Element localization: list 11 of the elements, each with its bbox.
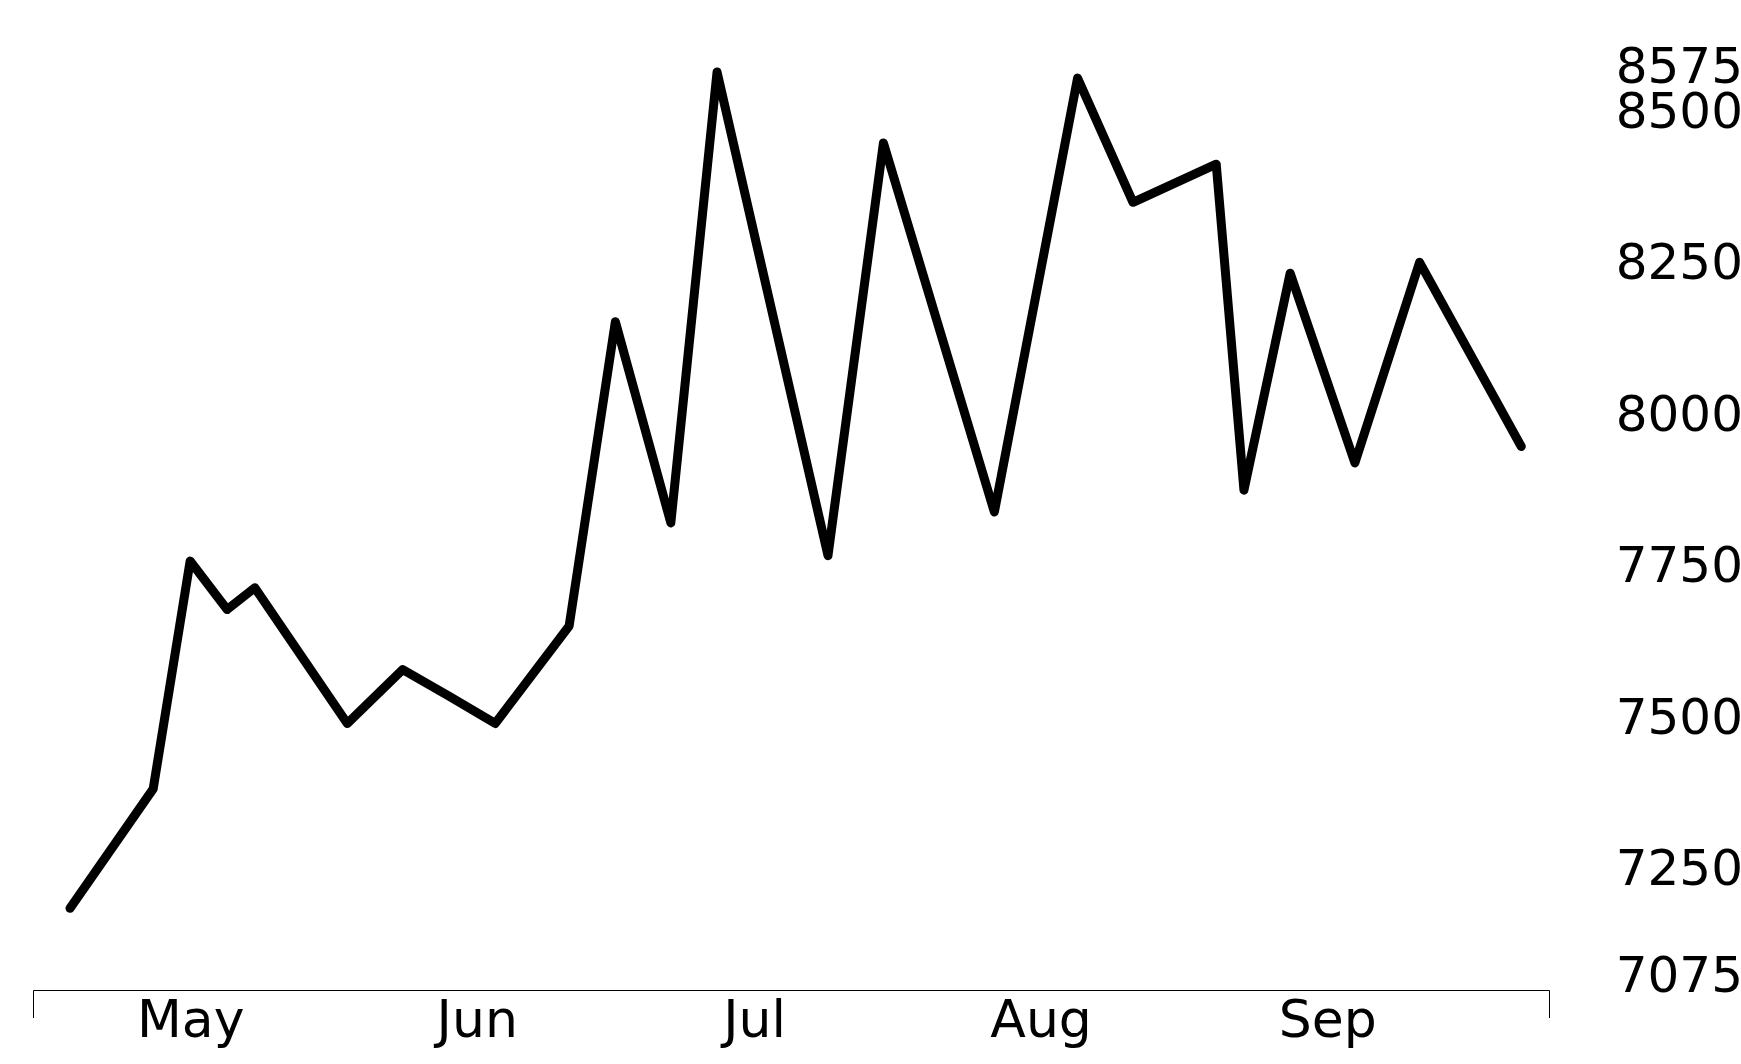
y-tick-label: 7750: [1615, 536, 1741, 595]
x-tick-label: Jun: [433, 988, 518, 1049]
y-tick-label: 8000: [1615, 384, 1741, 443]
y-tick-label: 7075: [1615, 945, 1741, 1004]
y-tick-label: 7250: [1615, 839, 1741, 898]
y-tick-label: 8250: [1615, 233, 1741, 292]
x-tick-label: Sep: [1278, 988, 1377, 1049]
x-tick-label: Jul: [720, 988, 786, 1049]
x-tick-label: Aug: [990, 988, 1092, 1049]
x-tick-label: May: [136, 988, 245, 1049]
y-tick-label: 7500: [1615, 687, 1741, 746]
